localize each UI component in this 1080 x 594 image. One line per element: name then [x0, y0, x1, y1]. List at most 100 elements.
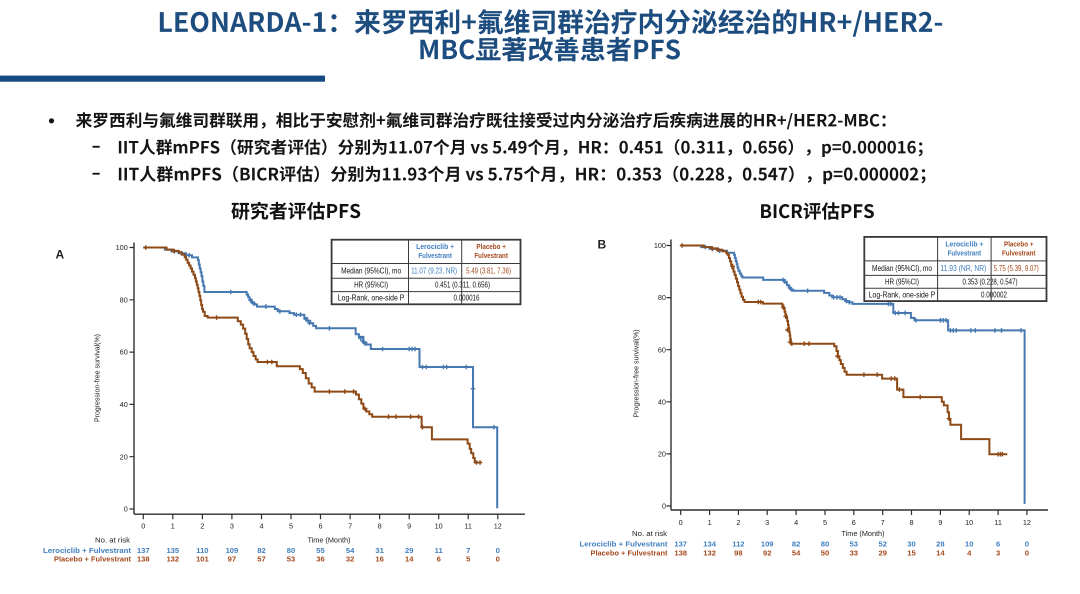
svg-text:Placebo +: Placebo + — [476, 242, 506, 251]
svg-text:53: 53 — [287, 555, 295, 564]
svg-text:9: 9 — [938, 518, 942, 527]
svg-text:0: 0 — [662, 502, 666, 511]
svg-text:29: 29 — [405, 546, 413, 555]
svg-text:6: 6 — [318, 522, 322, 531]
svg-text:14: 14 — [936, 549, 945, 558]
svg-text:137: 137 — [137, 546, 150, 555]
svg-text:7: 7 — [881, 518, 885, 527]
svg-text:40: 40 — [658, 397, 666, 406]
svg-text:100: 100 — [654, 241, 666, 250]
svg-text:110: 110 — [196, 546, 208, 555]
svg-text:Placebo +: Placebo + — [1004, 239, 1034, 248]
svg-text:5: 5 — [823, 518, 827, 527]
svg-text:10: 10 — [965, 540, 973, 549]
svg-text:0.353 (0.228, 0.547): 0.353 (0.228, 0.547) — [963, 278, 1018, 287]
svg-text:3: 3 — [230, 522, 234, 531]
svg-text:Progression-free survival(%): Progression-free survival(%) — [634, 330, 641, 418]
svg-text:40: 40 — [120, 400, 128, 409]
svg-text:57: 57 — [257, 555, 265, 564]
svg-text:0: 0 — [496, 555, 500, 564]
svg-text:20: 20 — [120, 452, 128, 461]
svg-text:137: 137 — [674, 540, 687, 549]
svg-text:Fulvestrant: Fulvestrant — [474, 251, 508, 260]
svg-text:112: 112 — [732, 540, 744, 549]
svg-text:Log-Rank, one-side P: Log-Rank, one-side P — [869, 290, 936, 299]
svg-text:33: 33 — [850, 549, 858, 558]
svg-text:0: 0 — [141, 522, 145, 531]
svg-text:5.75 (5.39, 9.07): 5.75 (5.39, 9.07) — [994, 264, 1039, 273]
svg-text:100: 100 — [116, 243, 128, 252]
svg-text:0: 0 — [496, 546, 500, 555]
svg-text:3: 3 — [996, 549, 1000, 558]
svg-text:10: 10 — [435, 522, 443, 531]
svg-text:109: 109 — [761, 540, 774, 549]
svg-text:54: 54 — [792, 549, 801, 558]
svg-text:36: 36 — [316, 555, 324, 564]
svg-text:29: 29 — [878, 549, 886, 558]
svg-text:Median (95%CI), mo: Median (95%CI), mo — [341, 267, 401, 276]
svg-text:138: 138 — [674, 549, 687, 558]
svg-text:132: 132 — [703, 549, 716, 558]
svg-text:8: 8 — [378, 522, 382, 531]
svg-text:4: 4 — [967, 549, 972, 558]
svg-text:0: 0 — [1025, 549, 1029, 558]
svg-text:11.07 (9.23, NR): 11.07 (9.23, NR) — [411, 267, 457, 276]
svg-text:Placebo + Fulvestrant: Placebo + Fulvestrant — [591, 549, 668, 558]
svg-text:1: 1 — [171, 522, 175, 531]
svg-text:Lerociclib + Fulvestrant: Lerociclib + Fulvestrant — [580, 540, 668, 549]
svg-text:0: 0 — [124, 505, 128, 514]
svg-text:80: 80 — [120, 295, 128, 304]
svg-text:7: 7 — [466, 546, 470, 555]
svg-text:30: 30 — [907, 540, 915, 549]
svg-text:53: 53 — [850, 540, 858, 549]
svg-text:80: 80 — [821, 540, 829, 549]
svg-text:109: 109 — [226, 546, 239, 555]
svg-text:Time (Month): Time (Month) — [841, 529, 884, 538]
svg-text:6: 6 — [437, 555, 441, 564]
svg-text:11: 11 — [994, 518, 1002, 527]
svg-text:No. at risk: No. at risk — [632, 529, 667, 538]
svg-text:2: 2 — [736, 518, 740, 527]
svg-text:Median (95%CI), mo: Median (95%CI), mo — [872, 264, 932, 273]
svg-text:132: 132 — [166, 555, 179, 564]
svg-text:11.93 (NR, NR): 11.93 (NR, NR) — [940, 264, 986, 273]
svg-text:Fulvestrant: Fulvestrant — [948, 248, 982, 257]
svg-text:Placebo + Fulvestrant: Placebo + Fulvestrant — [54, 555, 131, 564]
svg-text:138: 138 — [137, 555, 150, 564]
svg-text:4: 4 — [794, 518, 798, 527]
svg-text:5.49 (3.81, 7.36): 5.49 (3.81, 7.36) — [466, 267, 511, 276]
svg-text:82: 82 — [257, 546, 265, 555]
svg-text:50: 50 — [821, 549, 829, 558]
svg-text:Time (Month): Time (Month) — [307, 536, 350, 545]
svg-text:10: 10 — [965, 518, 973, 527]
svg-text:8: 8 — [909, 518, 913, 527]
svg-text:Fulvestrant: Fulvestrant — [418, 251, 452, 260]
svg-text:Lerociclib + Fulvestrant: Lerociclib + Fulvestrant — [43, 546, 131, 555]
svg-text:Lerociclib +: Lerociclib + — [945, 239, 983, 248]
svg-text:98: 98 — [734, 549, 742, 558]
svg-text:60: 60 — [658, 345, 666, 354]
svg-text:14: 14 — [405, 555, 414, 564]
svg-text:54: 54 — [346, 546, 355, 555]
svg-text:9: 9 — [407, 522, 411, 531]
svg-text:52: 52 — [878, 540, 886, 549]
svg-text:135: 135 — [166, 546, 179, 555]
svg-text:7: 7 — [348, 522, 352, 531]
svg-text:HR (95%CI): HR (95%CI) — [885, 278, 919, 287]
svg-text:6: 6 — [852, 518, 856, 527]
svg-text:134: 134 — [703, 540, 716, 549]
svg-text:97: 97 — [228, 555, 236, 564]
svg-text:4: 4 — [259, 522, 263, 531]
svg-text:92: 92 — [763, 549, 771, 558]
svg-text:16: 16 — [375, 555, 383, 564]
svg-text:Log-Rank, one-side P: Log-Rank, one-side P — [338, 294, 405, 303]
svg-text:32: 32 — [346, 555, 354, 564]
svg-text:12: 12 — [494, 522, 502, 531]
svg-text:101: 101 — [196, 555, 209, 564]
svg-text:Fulvestrant: Fulvestrant — [1002, 248, 1036, 257]
svg-text:0: 0 — [1025, 540, 1029, 549]
svg-text:3: 3 — [765, 518, 769, 527]
svg-text:15: 15 — [907, 549, 916, 558]
svg-text:0.000002: 0.000002 — [981, 290, 1007, 299]
svg-text:5: 5 — [466, 555, 471, 564]
